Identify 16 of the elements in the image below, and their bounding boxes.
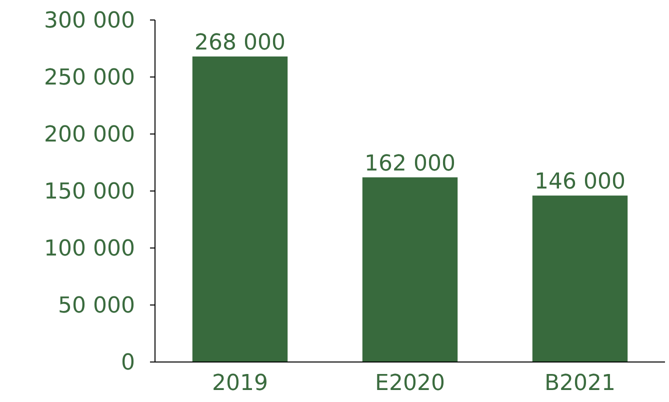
y-tick-label: 100 000 <box>44 236 135 262</box>
bar <box>192 56 288 362</box>
x-tick-label: B2021 <box>544 371 616 396</box>
y-tick-label: 250 000 <box>44 66 135 91</box>
x-tick-label: 2019 <box>212 371 268 396</box>
data-label: 268 000 <box>194 30 286 56</box>
data-label: 146 000 <box>534 170 626 195</box>
y-tick-label: 50 000 <box>58 294 135 319</box>
x-tick-label: E2020 <box>375 371 445 396</box>
y-tick-label: 300 000 <box>44 8 135 34</box>
bar <box>362 177 458 362</box>
y-tick-label: 150 000 <box>44 180 135 205</box>
bar <box>532 196 628 362</box>
y-tick-label: 200 000 <box>44 122 135 148</box>
y-tick-label: 0 <box>121 350 135 376</box>
data-label: 162 000 <box>364 151 456 176</box>
